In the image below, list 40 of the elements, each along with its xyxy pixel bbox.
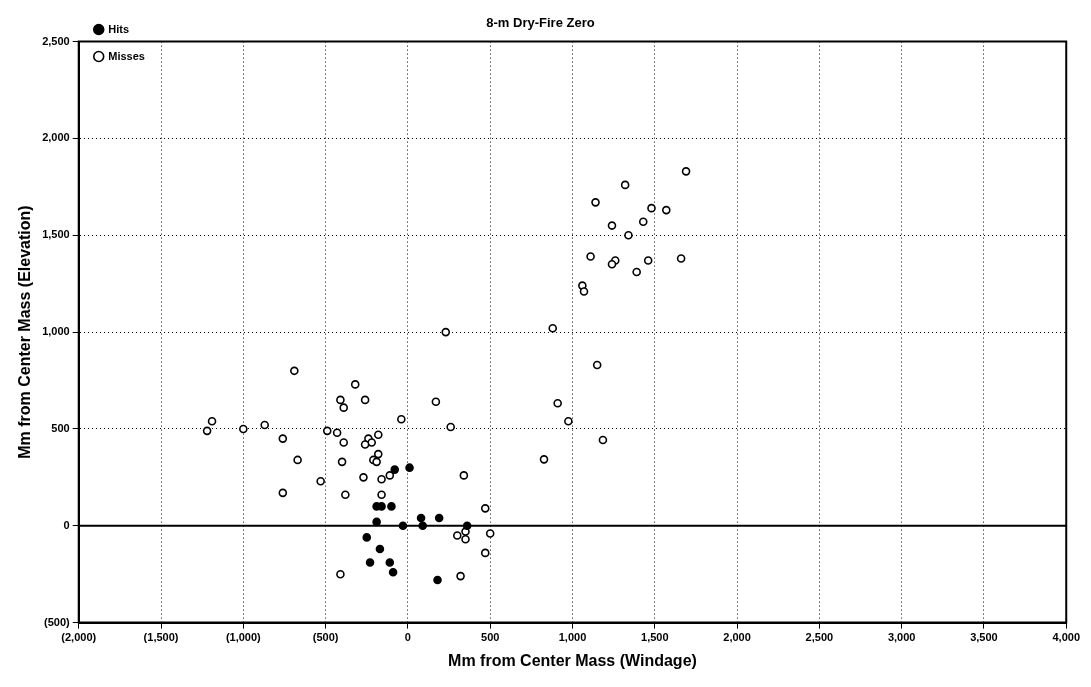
point bbox=[365, 558, 375, 567]
point bbox=[372, 517, 381, 527]
y-axis-title: Mm from Center Mass (Elevation) bbox=[16, 205, 34, 459]
point bbox=[388, 567, 398, 577]
legend-label: Misses bbox=[108, 49, 145, 62]
point bbox=[434, 513, 444, 523]
x-tick-label: 4,000 bbox=[1052, 631, 1080, 644]
y-tick-label: (500) bbox=[44, 615, 71, 628]
y-tick-label: 1,500 bbox=[42, 228, 70, 241]
point bbox=[462, 521, 472, 531]
x-tick-label: 500 bbox=[481, 631, 500, 644]
y-tick-label: 1,000 bbox=[42, 325, 70, 338]
point bbox=[418, 521, 428, 531]
x-tick-label: (2,000) bbox=[61, 631, 97, 644]
point bbox=[416, 513, 426, 523]
point bbox=[433, 575, 442, 585]
chart-title: 8-m Dry-Fire Zero bbox=[486, 15, 595, 31]
y-tick-label: 500 bbox=[51, 421, 70, 434]
x-tick-label: (500) bbox=[312, 631, 339, 644]
x-tick-label: (1,000) bbox=[225, 631, 262, 644]
x-axis-title: Mm from Center Mass (Windage) bbox=[448, 651, 697, 669]
point bbox=[387, 502, 396, 511]
point bbox=[375, 544, 385, 554]
y-tick-label: 2,500 bbox=[42, 34, 70, 47]
x-tick-label: 1,500 bbox=[641, 631, 669, 644]
point bbox=[362, 533, 372, 542]
x-tick-label: 1,000 bbox=[558, 631, 587, 644]
x-tick-label: 2,500 bbox=[805, 631, 834, 644]
point bbox=[398, 521, 408, 531]
x-tick-label: 0 bbox=[404, 631, 411, 644]
y-tick-label: 2,000 bbox=[42, 131, 70, 144]
y-tick-label: 0 bbox=[63, 518, 70, 531]
point bbox=[385, 558, 395, 567]
point bbox=[390, 465, 400, 474]
x-tick-label: 3,500 bbox=[970, 631, 998, 644]
x-tick-label: 2,000 bbox=[723, 631, 751, 644]
point bbox=[405, 463, 414, 472]
x-tick-label: (1,500) bbox=[143, 631, 179, 644]
legend-label: Hits bbox=[108, 22, 130, 35]
x-tick-label: 3,000 bbox=[887, 631, 916, 644]
